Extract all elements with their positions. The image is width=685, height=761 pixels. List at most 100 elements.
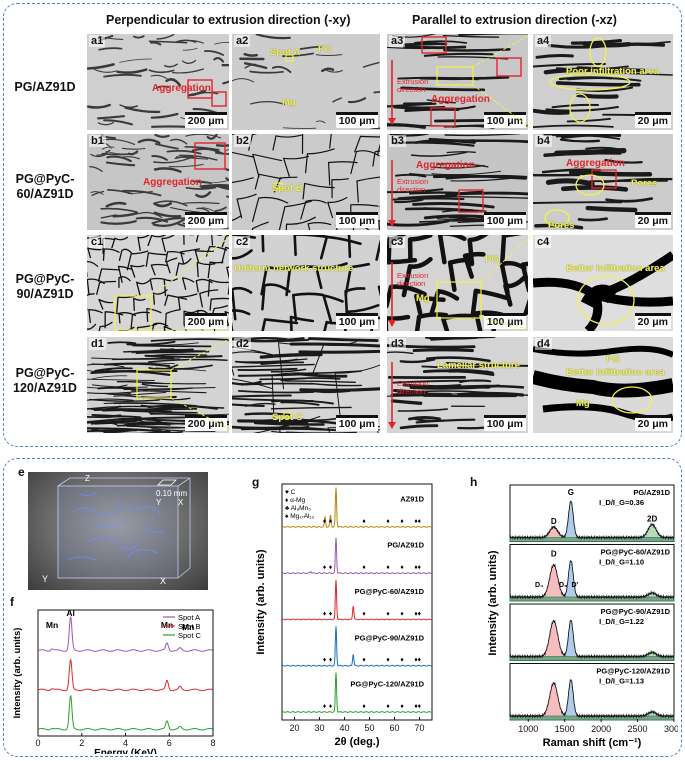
peak-label: Al [66, 608, 75, 618]
panel-label-d2: d2 [234, 338, 251, 350]
phase-marker: ♦ [329, 657, 333, 664]
phase-marker: ♦ [386, 518, 390, 525]
panel-label-g: g [252, 475, 260, 489]
micrograph-texture [87, 34, 229, 128]
row-label-pg: PG/AZ91D [14, 80, 76, 94]
micrograph-texture [387, 134, 528, 228]
x-tick-label: 0 [35, 738, 40, 748]
ann-b4-pores-2: Pores [548, 220, 575, 231]
phase-marker: ♦ [400, 610, 404, 617]
phase-marker: ♦ [329, 518, 333, 525]
ann-c2-uniform: Uniform network structure [234, 263, 354, 274]
eds-chart: 0 2 4 6 8 Energy (KeV) Intensity (arb. units) M… [12, 608, 216, 754]
ann-b3-extrusion: Extrusion direction [397, 177, 429, 194]
eds-spectrum-spot-b [37, 658, 213, 692]
ann-d3-lamellar: Lamellar structure [437, 360, 520, 371]
panel-label-d4: d4 [535, 338, 552, 350]
ann-d4-mg: Mg [576, 398, 590, 409]
x-tick-label: 1500 [555, 724, 575, 734]
y-axis-label: Intensity (arb. units) [12, 628, 23, 719]
legend-label: Spot C [178, 631, 202, 640]
ct-axis-x-bottom: X [160, 576, 166, 586]
panel-label-a1: a1 [89, 35, 106, 47]
micrograph-c4: c4 20 μm [532, 234, 674, 332]
scale-bar-d1: 200 μm [184, 415, 227, 431]
phase-marker: ♦ [329, 610, 333, 617]
xrd-series-label: PG/AZ91D [387, 541, 424, 550]
legend-label: ♠ Mg₁₇Al₁₂ [285, 513, 315, 520]
scale-bar-a4: 20 μm [634, 112, 671, 128]
micrograph-d2: d2 100 μm [231, 336, 381, 434]
ann-a3-aggregation: Aggregation [431, 94, 490, 105]
ann-a2-pg: PG [318, 44, 332, 55]
micrograph-texture [232, 134, 380, 230]
peak-label: G [568, 488, 574, 497]
legend-label: ♣ Al₈Mn₅ [285, 505, 311, 512]
raman-series-label: PG@PyC-90/AZ91D [601, 607, 671, 616]
peak-label: D [551, 550, 557, 559]
panel-label-a3: a3 [389, 35, 406, 47]
phase-marker: ♦ [323, 518, 327, 525]
ann-b4-pores-1: Pores [631, 178, 658, 189]
scale-bar-c1: 200 μm [184, 313, 227, 329]
phase-marker: ♦ [400, 703, 404, 710]
micrograph-a4: a4 20 μm [532, 33, 674, 131]
bottom-panel-frame [3, 458, 682, 757]
panel-label-d1: d1 [89, 338, 106, 350]
raman-ratio-label: I_D/I_G=1.13 [599, 677, 644, 686]
raman-series-label: PG/AZ91D [633, 488, 670, 497]
micrograph-b2: b2 100 μm [231, 133, 381, 231]
panel-label-b3: b3 [389, 135, 406, 147]
xrd-pattern [282, 537, 433, 575]
ct-axis-y-left: Y [42, 574, 48, 584]
row-label-pyc90: PG@PyC-90/AZ91D [15, 272, 75, 301]
row-label-pyc60: PG@PyC-60/AZ91D [15, 172, 75, 201]
ct-axis-z: Z [85, 474, 90, 483]
micrograph-d1: d1 200 μm [86, 336, 230, 434]
scale-bar-c3: 100 μm [483, 313, 526, 329]
ann-b2-spot-b: Spot B [272, 183, 303, 194]
phase-marker: ♦ [414, 657, 418, 664]
phase-marker: ♦ [323, 610, 327, 617]
xrd-pattern [282, 580, 432, 621]
ann-b4-aggregation: Aggregation [566, 158, 625, 169]
peak-label: Mn [46, 620, 58, 630]
eds-spectrum-spot-a [37, 616, 213, 652]
legend-label: ♦ α-Mg [285, 497, 305, 504]
col-header-xz: Parallel to extrusion direction (-xz) [412, 13, 617, 27]
scale-bar-d3: 100 μm [483, 415, 526, 431]
scale-bar-a3: 100 μm [483, 112, 526, 128]
x-tick-label: 70 [414, 723, 424, 733]
xrd-chart: 20 30 40 50 60 70 2θ (deg.) Intensity (arb. uni… [255, 483, 433, 748]
ann-b3-aggregation: Aggregation [416, 160, 475, 171]
scale-bar-a2: 100 μm [335, 112, 378, 128]
micrograph-texture [387, 337, 528, 430]
phase-marker: ♦ [414, 518, 418, 525]
raman-spectrum [509, 500, 675, 541]
micrograph-d3: d3 100 μm [386, 336, 529, 434]
x-tick-label: 8 [210, 738, 215, 748]
xrd-pattern [281, 487, 432, 528]
scale-bar-d4: 20 μm [634, 415, 671, 431]
phase-marker: ♦ [400, 657, 404, 664]
panel-label-f: f [10, 595, 14, 609]
raman-ratio-label: I_D/I_G=1.22 [599, 617, 644, 626]
peak-label: Mn [182, 622, 194, 632]
raman-series-label: PG@PyC-120/AZ91D [596, 667, 670, 676]
phase-marker: ♦ [418, 564, 422, 571]
eds-spectrum-spot-c [37, 695, 213, 731]
ann-c3-pg: PG [485, 254, 499, 265]
legend-label: Spot A [178, 613, 200, 622]
ann-a2-spot-a: Spot A [270, 47, 301, 58]
x-tick-label: 1000 [518, 724, 538, 734]
phase-marker: ♦ [362, 657, 366, 664]
x-tick-label: 2500 [628, 724, 648, 734]
phase-marker: ♦ [418, 518, 422, 525]
xrd-series-label: AZ91D [400, 494, 424, 503]
ct-scale-label: 0.10 mm [156, 489, 187, 498]
phase-marker: ♦ [400, 518, 404, 525]
scale-bar-d2: 100 μm [335, 415, 378, 431]
ann-d4-pg: PG [606, 354, 620, 365]
raman-ratio-label: I_D/I_G=1.10 [599, 558, 644, 567]
x-tick-label: 3000 [664, 724, 678, 734]
